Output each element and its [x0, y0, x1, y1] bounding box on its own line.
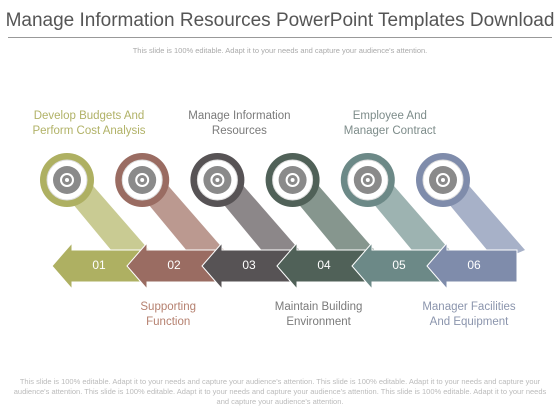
step-icon-dot	[215, 178, 220, 182]
step-icon-dot	[290, 178, 295, 182]
step-label: Employee And Manager Contract	[343, 110, 436, 137]
step-icon	[436, 173, 450, 187]
step-label: Supporting Function	[140, 301, 196, 328]
step-number: 06	[467, 258, 481, 272]
footer: This slide is 100% editable. Adapt it to…	[13, 377, 547, 406]
step-icon	[210, 173, 225, 187]
step-label: Manager Facilities And Equipment	[422, 301, 516, 328]
step-label: Manage Information Resources	[188, 110, 291, 137]
step-number: 04	[317, 258, 331, 272]
step-icon-dot	[441, 178, 445, 182]
step-icon-dot	[65, 178, 69, 182]
title: Manage Information Resources PowerPoint …	[5, 10, 555, 31]
step-label: Develop Budgets And Perform Cost Analysi…	[32, 110, 146, 137]
step-icon-dot	[365, 178, 370, 182]
step-number: 03	[242, 258, 256, 272]
step-icon	[60, 173, 74, 187]
step-number: 02	[167, 258, 181, 272]
step-icon	[135, 173, 150, 187]
step-label: Maintain Building Environment	[274, 301, 363, 328]
step-icon	[285, 173, 300, 187]
step-number: 01	[92, 258, 106, 272]
step-icon	[360, 173, 375, 187]
step-number: 05	[392, 258, 406, 272]
subtitle: This slide is 100% editable. Adapt it to…	[132, 46, 428, 55]
arrow-segment	[426, 241, 518, 291]
title-rule	[8, 37, 552, 38]
step-icon-dot	[140, 178, 145, 182]
